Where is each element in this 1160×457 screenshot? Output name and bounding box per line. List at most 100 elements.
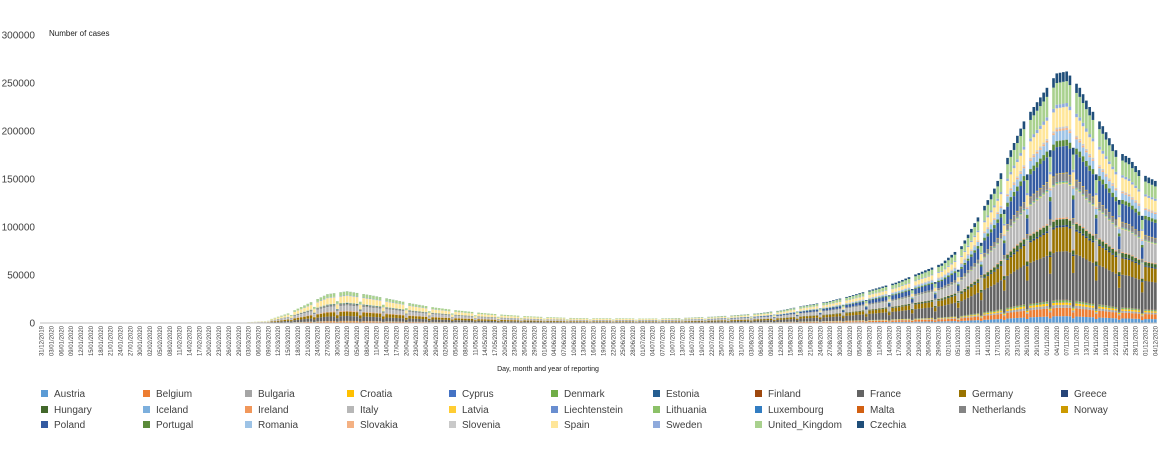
bar-segment — [631, 319, 635, 320]
bar-segment — [848, 296, 852, 298]
bar-segment — [989, 212, 993, 223]
bar-segment — [1012, 149, 1016, 166]
bar-segment — [878, 320, 881, 323]
bar-segment — [960, 301, 963, 316]
bar-segment — [638, 319, 641, 321]
bar-segment — [270, 319, 273, 321]
bar-segment — [910, 313, 914, 320]
bar-segment — [838, 299, 842, 302]
bar-stack — [772, 314, 776, 323]
bar-segment — [556, 318, 559, 320]
bar-segment — [759, 317, 763, 319]
bar-segment — [897, 286, 901, 288]
y-tick-label: 50000 — [7, 271, 35, 282]
bar-segment — [973, 284, 976, 295]
bar-segment — [1025, 265, 1029, 267]
bar-segment — [838, 302, 842, 305]
bar-segment — [996, 238, 999, 243]
bar-segment — [822, 311, 825, 315]
bar-segment — [1002, 314, 1006, 317]
bar-segment — [309, 305, 313, 310]
bar-segment — [1035, 304, 1039, 308]
bar-segment — [444, 317, 448, 320]
bar-segment — [749, 319, 753, 321]
bar-segment — [1032, 157, 1036, 166]
bar-segment — [769, 316, 773, 319]
bar-segment — [270, 321, 273, 323]
bar-segment — [818, 319, 822, 322]
bar-segment — [674, 321, 678, 323]
bar-segment — [690, 317, 694, 319]
bar-segment — [943, 297, 947, 299]
bar-segment — [930, 307, 934, 318]
bar-stack — [697, 317, 701, 323]
bar-segment — [473, 315, 477, 317]
bar-segment — [907, 305, 911, 310]
bar-segment — [907, 278, 911, 283]
bar-segment — [999, 309, 1003, 311]
bar-segment — [388, 299, 392, 302]
bar-segment — [766, 312, 770, 314]
bar-segment — [1035, 102, 1039, 111]
bar-segment — [316, 308, 319, 310]
bar-segment — [963, 290, 967, 292]
bar-segment — [887, 315, 891, 321]
bar-segment — [329, 316, 333, 322]
bar-segment — [1019, 206, 1022, 208]
bar-segment — [966, 258, 970, 261]
bar-segment — [736, 318, 740, 320]
bar-stack — [746, 314, 750, 323]
bar-segment — [950, 303, 953, 317]
bar-segment — [979, 320, 983, 323]
bar-segment — [989, 251, 993, 270]
bar-segment — [1016, 177, 1019, 180]
bar-segment — [838, 306, 842, 309]
bar-segment — [309, 321, 313, 323]
bar-segment — [855, 302, 858, 304]
bar-segment — [963, 240, 967, 244]
bar-segment — [766, 317, 770, 319]
bar-segment — [973, 223, 976, 228]
bar-segment — [907, 309, 911, 319]
bar-segment — [976, 217, 980, 222]
bar-segment — [651, 318, 655, 320]
bar-segment — [667, 320, 671, 322]
bar-segment — [1006, 231, 1009, 254]
bar-stack — [690, 317, 694, 323]
bar-segment — [431, 314, 434, 317]
bar-segment — [677, 321, 681, 322]
bar-segment — [516, 321, 520, 323]
bar-stack — [749, 316, 753, 323]
bar-segment — [924, 270, 927, 273]
bar-segment — [838, 309, 842, 313]
bar-segment — [1016, 211, 1019, 217]
bar-segment — [345, 305, 349, 311]
bar-segment — [832, 310, 835, 314]
bar-segment — [927, 318, 930, 320]
bar-segment — [943, 299, 947, 306]
bar-segment — [1002, 243, 1006, 256]
bar-segment — [713, 316, 717, 318]
bar-segment — [621, 321, 625, 323]
bar-segment — [382, 313, 385, 317]
bar-segment — [871, 293, 875, 295]
bar-segment — [884, 296, 888, 301]
bar-segment — [339, 296, 342, 304]
bar-segment — [864, 313, 868, 315]
bar-segment — [907, 287, 911, 290]
bar-segment — [858, 293, 861, 295]
bar-segment — [306, 311, 310, 313]
bar-segment — [326, 297, 329, 299]
bar-stack — [602, 318, 605, 323]
bar-segment — [845, 307, 848, 309]
bar-segment — [835, 314, 838, 317]
bar-segment — [792, 312, 796, 314]
bar-segment — [569, 318, 572, 320]
bar-segment — [776, 314, 779, 316]
bar-segment — [1029, 169, 1032, 175]
bar-segment — [979, 266, 983, 275]
bar-segment — [950, 264, 953, 270]
bar-stack — [710, 316, 714, 323]
bar-stack — [634, 319, 638, 323]
bar-segment — [947, 321, 950, 323]
